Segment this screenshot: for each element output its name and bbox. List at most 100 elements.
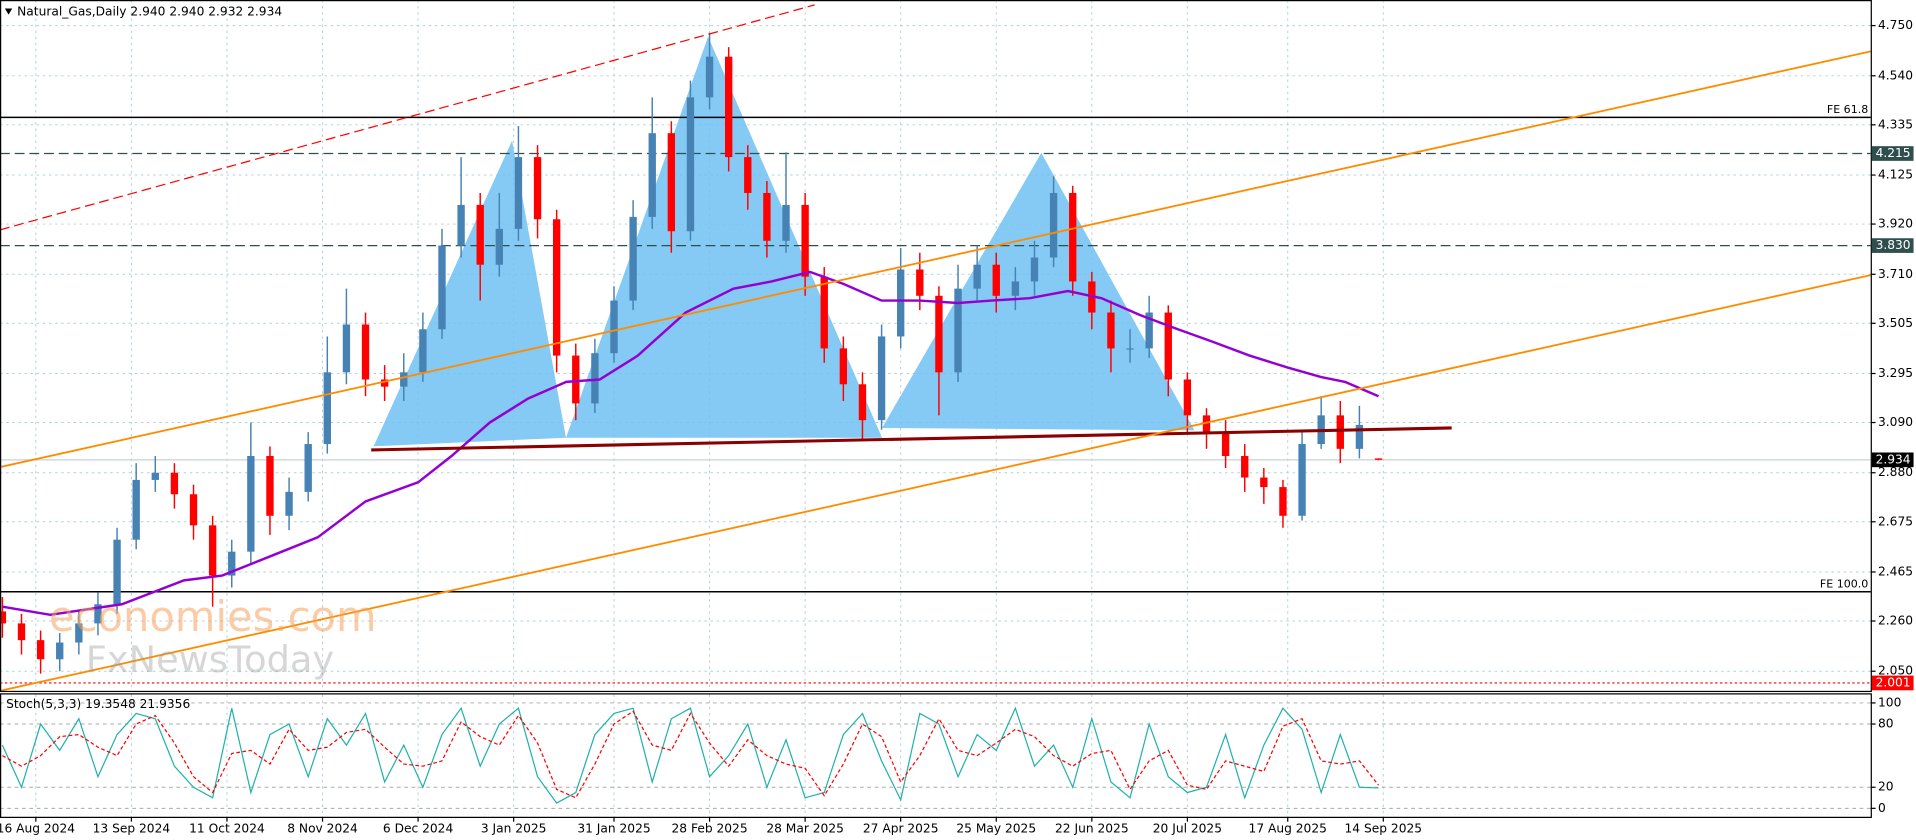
- y-tick-label: 4.540: [1878, 68, 1913, 82]
- x-tick-label: 17 Aug 2025: [1249, 822, 1327, 836]
- price-label-bg: [1871, 452, 1914, 468]
- y-tick-label: 4.750: [1878, 18, 1913, 32]
- y-tick-label: 4.335: [1878, 117, 1913, 131]
- x-tick-label: 25 May 2025: [956, 822, 1036, 836]
- marks: [0, 32, 1383, 804]
- channel-line: [0, 274, 1871, 692]
- y-tick-label: 3.090: [1878, 415, 1913, 429]
- watermark: economies.com: [49, 592, 377, 641]
- candle-body: [1355, 424, 1364, 449]
- watermark: FxNewsToday: [86, 638, 334, 681]
- candle-body: [132, 479, 140, 540]
- x-tick-label: 31 Jan 2025: [577, 822, 650, 836]
- candle-body: [36, 640, 45, 660]
- candle-body: [648, 133, 656, 217]
- candle-body: [629, 216, 637, 301]
- price-label: 4.215: [1876, 146, 1911, 160]
- stoch-line: [1, 706, 1379, 804]
- candle-body: [380, 379, 389, 387]
- fe-label: FE 100.0: [1820, 577, 1868, 590]
- y-tick-label: 3.710: [1878, 267, 1913, 281]
- candle-body: [285, 491, 293, 516]
- price-label-bg: [1871, 238, 1914, 253]
- candle-body: [457, 204, 465, 246]
- candle-body: [56, 642, 64, 660]
- candle-body: [94, 604, 102, 624]
- x-tick-label: 3 Jan 2025: [481, 822, 547, 836]
- fe-label: FE 61.8: [1827, 103, 1868, 116]
- candle-body: [304, 444, 312, 492]
- candle-body: [342, 324, 351, 373]
- candle-body: [1260, 477, 1268, 488]
- y-tick-label: 80: [1878, 717, 1894, 731]
- candle-body: [419, 329, 427, 373]
- candle-body: [1221, 432, 1230, 457]
- x-tick-label: 8 Nov 2024: [287, 822, 358, 836]
- candle-body: [17, 623, 26, 641]
- candle-body: [572, 355, 580, 404]
- candle-body: [667, 133, 676, 232]
- candle-body: [113, 539, 121, 605]
- channel-line: [0, 50, 1871, 468]
- candle-body: [1183, 379, 1192, 416]
- y-tick-label: 2.050: [1878, 664, 1913, 678]
- candle-body: [992, 264, 1000, 296]
- candle-body: [1374, 458, 1383, 460]
- candle-body: [897, 269, 905, 337]
- y-tick-label: 3.295: [1878, 366, 1913, 380]
- candle-body: [954, 288, 962, 373]
- candle-body: [1107, 312, 1115, 349]
- candle-body: [247, 456, 255, 552]
- candle-body: [208, 525, 217, 576]
- stoch-line: [2, 710, 1379, 799]
- y-tick-label: 4.125: [1878, 168, 1913, 182]
- x-tick-label: 14 Sep 2025: [1345, 822, 1423, 836]
- candle-body: [744, 157, 752, 193]
- candle-body: [858, 384, 867, 421]
- candle-body: [1164, 312, 1172, 380]
- y-tick-label: 3.505: [1878, 316, 1913, 330]
- x-tick-label: 13 Sep 2024: [93, 822, 171, 836]
- candle-body: [1279, 487, 1287, 516]
- candle-body: [476, 204, 484, 265]
- x-tick-label: 22 Jun 2025: [1055, 822, 1129, 836]
- candle-body: [323, 372, 331, 445]
- x-tick-label: 6 Dec 2024: [383, 822, 454, 836]
- candle-body: [1011, 281, 1020, 296]
- price-label: 2.934: [1876, 452, 1911, 466]
- y-tick-label: 2.880: [1878, 465, 1913, 479]
- candle-body: [1298, 444, 1306, 516]
- candle-body: [935, 295, 943, 373]
- candle-body: [170, 472, 179, 495]
- candle-body: [438, 245, 446, 330]
- candle-body: [533, 157, 542, 220]
- main-frame: [0, 0, 1872, 693]
- candle-body: [266, 456, 274, 516]
- y-tick-label: 100: [1878, 695, 1901, 709]
- chart-title: Natural_Gas,Daily 2.940 2.940 2.932 2.93…: [17, 5, 282, 19]
- pattern-shape: [565, 36, 883, 438]
- candle-body: [782, 204, 790, 241]
- y-tick-label: 2.465: [1878, 564, 1913, 578]
- candle-body: [1030, 257, 1039, 282]
- candle-body: [973, 264, 981, 289]
- candle-body: [591, 353, 599, 404]
- candle-body: [361, 324, 370, 380]
- indicator-title: Stoch(5,3,3) 19.3548 21.9356: [6, 697, 190, 711]
- candle-body: [916, 269, 924, 296]
- candle-body: [820, 276, 828, 349]
- y-tick-label: 0: [1878, 801, 1886, 815]
- price-label-bg: [1871, 146, 1914, 161]
- y-tick-label: 20: [1878, 780, 1894, 794]
- candle-body: [1202, 415, 1211, 433]
- y-tick-label: 2.675: [1878, 514, 1913, 528]
- candle-body: [1126, 348, 1134, 350]
- candle-body: [839, 348, 848, 385]
- candle-body: [610, 300, 618, 354]
- price-label: 3.830: [1876, 238, 1911, 252]
- channel-line: [0, 4, 815, 231]
- candle-body: [877, 336, 886, 421]
- candle-body: [189, 494, 198, 526]
- candle-body: [495, 228, 503, 265]
